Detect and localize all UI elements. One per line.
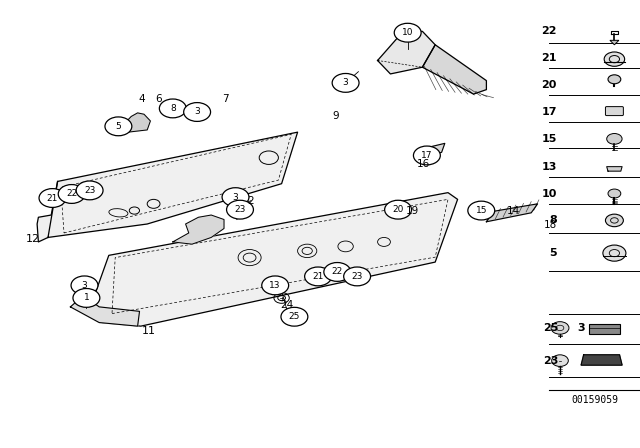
Text: 13: 13 — [269, 281, 281, 290]
Text: 22: 22 — [332, 267, 343, 276]
Text: 3: 3 — [82, 281, 87, 290]
Text: 21: 21 — [541, 53, 557, 63]
Circle shape — [58, 185, 85, 203]
Circle shape — [468, 201, 495, 220]
Text: 16: 16 — [417, 159, 430, 169]
Circle shape — [605, 214, 623, 227]
Text: 12: 12 — [26, 234, 40, 244]
Circle shape — [552, 355, 568, 366]
Circle shape — [608, 189, 621, 198]
Circle shape — [105, 117, 132, 136]
Text: 3: 3 — [343, 78, 348, 87]
Polygon shape — [422, 45, 486, 94]
Circle shape — [603, 245, 626, 261]
Circle shape — [159, 99, 186, 118]
Circle shape — [413, 146, 440, 165]
Text: 5: 5 — [549, 248, 557, 258]
Text: 13: 13 — [541, 162, 557, 172]
Text: 23: 23 — [543, 356, 558, 366]
Circle shape — [604, 52, 625, 66]
FancyBboxPatch shape — [589, 324, 620, 334]
Text: 2: 2 — [248, 196, 254, 206]
Polygon shape — [486, 204, 538, 222]
Text: 3: 3 — [577, 323, 585, 333]
Text: 19: 19 — [406, 207, 419, 216]
Text: 23: 23 — [351, 272, 363, 281]
Text: 25: 25 — [543, 323, 558, 333]
Polygon shape — [610, 40, 619, 45]
Text: 10: 10 — [541, 189, 557, 198]
Text: 14: 14 — [507, 207, 520, 216]
Circle shape — [607, 134, 622, 144]
Circle shape — [222, 188, 249, 207]
Circle shape — [73, 289, 100, 307]
Text: 11: 11 — [141, 326, 156, 336]
Text: 17: 17 — [421, 151, 433, 160]
Text: 18: 18 — [544, 220, 557, 230]
Text: 22: 22 — [66, 190, 77, 198]
Circle shape — [262, 276, 289, 295]
Circle shape — [227, 200, 253, 219]
Circle shape — [385, 200, 412, 219]
Polygon shape — [37, 181, 58, 242]
Circle shape — [344, 267, 371, 286]
Text: 25: 25 — [289, 312, 300, 321]
Circle shape — [184, 103, 211, 121]
Text: 21: 21 — [312, 272, 324, 281]
Text: 17: 17 — [541, 107, 557, 117]
Text: 23: 23 — [84, 186, 95, 195]
Polygon shape — [581, 355, 622, 365]
Polygon shape — [607, 167, 622, 171]
Text: 9: 9 — [333, 112, 339, 121]
Text: 3: 3 — [195, 108, 200, 116]
Circle shape — [551, 322, 569, 334]
Text: 00159059: 00159059 — [572, 395, 619, 405]
Text: 21: 21 — [47, 194, 58, 202]
Text: 15: 15 — [476, 206, 487, 215]
Polygon shape — [70, 296, 140, 326]
Text: 23: 23 — [234, 205, 246, 214]
Circle shape — [324, 263, 351, 281]
Polygon shape — [90, 193, 458, 326]
Text: 1: 1 — [84, 293, 89, 302]
Circle shape — [305, 267, 332, 286]
Text: 24: 24 — [280, 300, 293, 310]
Text: 20: 20 — [392, 205, 404, 214]
Text: 7: 7 — [222, 94, 228, 103]
Polygon shape — [48, 132, 298, 237]
Circle shape — [332, 73, 359, 92]
Circle shape — [281, 307, 308, 326]
Text: 4: 4 — [139, 94, 145, 103]
Circle shape — [39, 189, 66, 207]
Text: 15: 15 — [541, 134, 557, 144]
Polygon shape — [125, 113, 150, 132]
Polygon shape — [419, 143, 445, 159]
Circle shape — [608, 75, 621, 84]
Circle shape — [76, 181, 103, 200]
Text: 6: 6 — [156, 94, 162, 103]
Text: 20: 20 — [541, 80, 557, 90]
Text: 8: 8 — [170, 104, 175, 113]
Polygon shape — [378, 31, 435, 74]
FancyBboxPatch shape — [605, 107, 623, 116]
Circle shape — [394, 23, 421, 42]
Text: 5: 5 — [116, 122, 121, 131]
Polygon shape — [173, 215, 224, 244]
Circle shape — [71, 276, 98, 295]
Text: 8: 8 — [549, 215, 557, 224]
Text: 22: 22 — [541, 26, 557, 36]
Text: 3: 3 — [233, 193, 238, 202]
Text: 10: 10 — [402, 28, 413, 37]
